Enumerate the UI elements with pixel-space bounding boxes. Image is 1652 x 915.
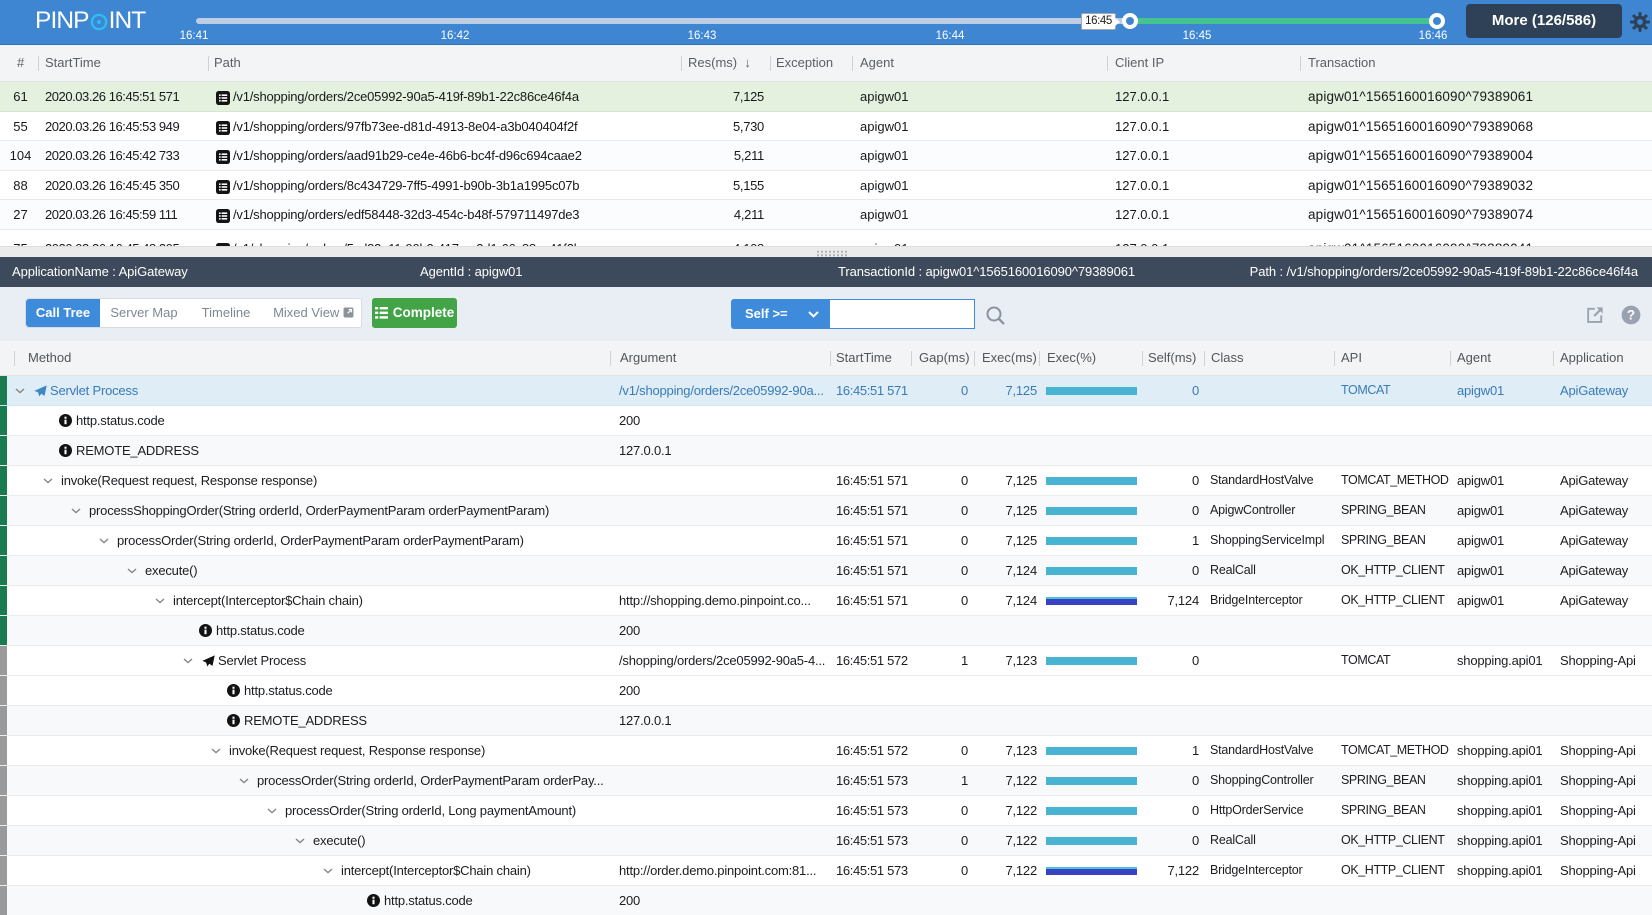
svg-text:?: ? — [1627, 308, 1635, 323]
